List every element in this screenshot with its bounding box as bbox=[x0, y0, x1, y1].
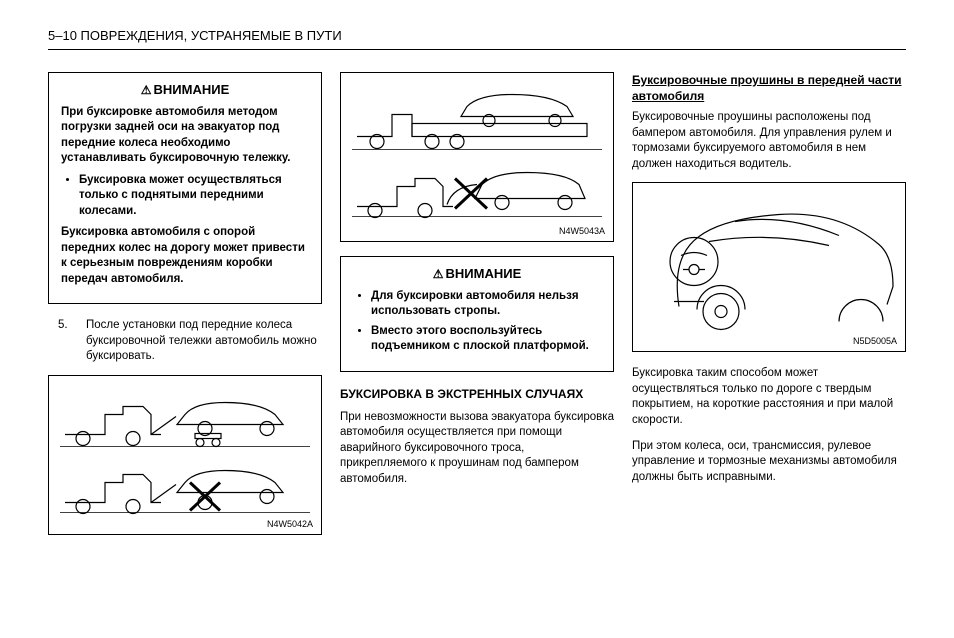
warning-title-text-1: ВНИМАНИЕ bbox=[154, 82, 230, 97]
column-1: ⚠ВНИМАНИЕ При буксировке автомобиля мето… bbox=[48, 72, 322, 549]
warning2-li2: Вместо этого воспользуйтесь подъемником … bbox=[371, 324, 601, 355]
figure-1-ref: N4W5042A bbox=[267, 518, 313, 530]
warning-title-1: ⚠ВНИМАНИЕ bbox=[61, 81, 309, 99]
step-5-text: После установки под передние колеса букс… bbox=[86, 318, 322, 365]
warning2-list: Для буксировки автомобиля нельзя использ… bbox=[353, 289, 601, 355]
step-5-number: 5. bbox=[58, 318, 86, 365]
warning1-p2: Буксировка автомобиля с опорой передних … bbox=[61, 225, 309, 287]
warning-box-2: ⚠ВНИМАНИЕ Для буксировки автомобиля нель… bbox=[340, 256, 614, 372]
column-3: Буксировочные проушины в передней части … bbox=[632, 72, 906, 549]
warning1-li1: Буксировка может осуществляться только с… bbox=[79, 173, 309, 220]
towing-eyes-subheading: Буксировочные проушины в передней части … bbox=[632, 72, 906, 104]
col3-para2: Буксировка таким способом может осуществ… bbox=[632, 366, 906, 428]
warning-title-2: ⚠ВНИМАНИЕ bbox=[353, 265, 601, 283]
emergency-towing-heading: БУКСИРОВКА В ЭКСТРЕННЫХ СЛУЧАЯХ bbox=[340, 386, 614, 402]
towing-rear-lift-diagram bbox=[55, 382, 315, 532]
warning-box-1: ⚠ВНИМАНИЕ При буксировке автомобиля мето… bbox=[48, 72, 322, 304]
emergency-towing-para: При невозможности вызова эвакуатора букс… bbox=[340, 410, 614, 488]
warning2-li1: Для буксировки автомобиля нельзя использ… bbox=[371, 289, 601, 320]
figure-2: N4W5043A bbox=[340, 72, 614, 242]
column-2: N4W5043A ⚠ВНИМАНИЕ Для буксировки автомо… bbox=[340, 72, 614, 549]
figure-3: N5D5005A bbox=[632, 182, 906, 352]
col3-para1: Буксировочные проушины расположены под б… bbox=[632, 110, 906, 172]
warning-triangle-icon: ⚠ bbox=[141, 83, 152, 97]
content-columns: ⚠ВНИМАНИЕ При буксировке автомобиля мето… bbox=[48, 72, 906, 549]
step-5: 5. После установки под передние колеса б… bbox=[48, 318, 322, 365]
figure-3-ref: N5D5005A bbox=[853, 335, 897, 347]
col3-para3: При этом колеса, оси, трансмиссия, рулев… bbox=[632, 439, 906, 486]
page-header: 5–10 ПОВРЕЖДЕНИЯ, УСТРАНЯЕМЫЕ В ПУТИ bbox=[48, 28, 906, 50]
figure-1: N4W5042A bbox=[48, 375, 322, 535]
flatbed-vs-sling-diagram bbox=[347, 79, 607, 239]
figure-2-ref: N4W5043A bbox=[559, 225, 605, 237]
front-towing-eye-diagram bbox=[639, 189, 899, 349]
warning-title-text-2: ВНИМАНИЕ bbox=[446, 266, 522, 281]
warning1-p1: При буксировке автомобиля методом погруз… bbox=[61, 105, 309, 167]
warning1-list: Буксировка может осуществляться только с… bbox=[61, 173, 309, 220]
warning-triangle-icon: ⚠ bbox=[433, 267, 444, 281]
